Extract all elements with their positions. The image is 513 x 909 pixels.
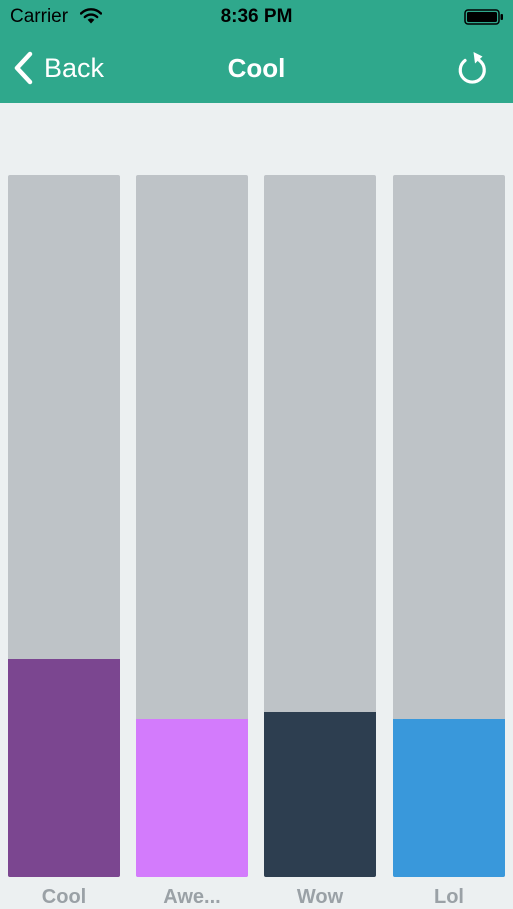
wifi-icon — [80, 8, 102, 24]
bar-fill-wow — [264, 712, 376, 877]
bar-fill-cool — [8, 659, 120, 877]
bar-label-cool: Cool — [41, 886, 87, 908]
bar-track-awe[interactable] — [136, 175, 248, 877]
bar-label-awe: Awe... — [163, 886, 221, 908]
bar-label-wow: Wow — [296, 886, 344, 908]
back-button[interactable]: Back — [12, 48, 104, 88]
header: Carrier 8:36 PM Back Cool — [0, 0, 513, 103]
carrier-label: Carrier — [10, 6, 69, 27]
bar-track-wow[interactable] — [264, 175, 376, 877]
status-bar: Carrier 8:36 PM — [0, 0, 513, 34]
bar-track-cool[interactable] — [8, 175, 120, 877]
back-button-label: Back — [44, 53, 105, 83]
bar-fill-lol — [393, 719, 505, 877]
bar-fill-awe — [136, 719, 248, 877]
navigation-bar: Back Cool — [0, 34, 513, 103]
refresh-icon[interactable] — [454, 48, 492, 88]
bar-label-lol: Lol — [434, 886, 464, 908]
bar-chart: Cool Awe... Wow Lol — [0, 103, 513, 909]
bar-track-lol[interactable] — [393, 175, 505, 877]
status-time: 8:36 PM — [220, 6, 293, 27]
battery-icon — [464, 9, 503, 25]
chevron-left-icon — [14, 51, 33, 85]
